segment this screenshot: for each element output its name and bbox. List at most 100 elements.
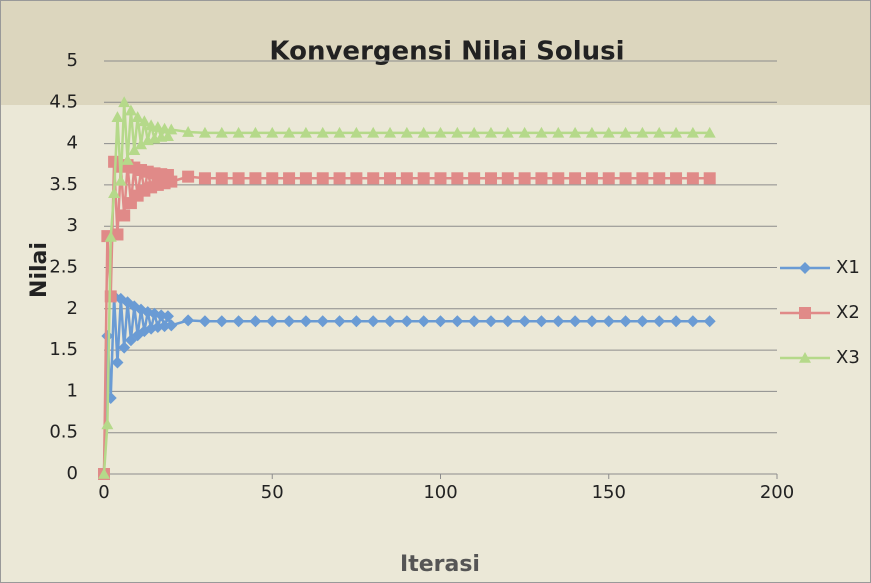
data-point: [161, 310, 174, 323]
data-point: [101, 418, 114, 430]
data-point: [111, 228, 124, 241]
data-point: [703, 126, 716, 138]
data-point: [585, 126, 598, 138]
data-point: [484, 315, 497, 328]
data-point: [518, 126, 531, 138]
data-point: [182, 170, 195, 183]
data-point: [111, 111, 124, 122]
data-point: [518, 172, 531, 185]
data-point: [198, 126, 211, 138]
legend-marker: [799, 262, 811, 274]
data-point: [636, 126, 649, 138]
data-point: [552, 172, 565, 185]
data-point: [316, 315, 329, 328]
legend-label: X2: [836, 302, 860, 323]
header-band: [0, 0, 871, 105]
data-point: [552, 315, 565, 328]
legend-marker: [799, 352, 811, 363]
data-point: [384, 126, 397, 138]
data-point: [653, 126, 666, 138]
data-point: [118, 209, 131, 222]
data-point: [434, 315, 447, 328]
data-point: [249, 172, 262, 185]
data-point: [585, 315, 598, 328]
data-point: [111, 356, 124, 369]
data-point: [686, 126, 699, 138]
data-point: [569, 315, 582, 328]
data-point: [501, 315, 514, 328]
data-point: [619, 126, 632, 138]
data-point: [451, 172, 464, 185]
y-tick-label: 5: [67, 50, 78, 71]
data-point: [151, 121, 164, 132]
x-tick-label: 0: [98, 482, 109, 503]
data-point: [198, 315, 211, 328]
data-point: [585, 172, 598, 185]
data-point: [104, 230, 117, 242]
data-point: [484, 126, 497, 138]
data-point: [518, 315, 531, 328]
data-point: [350, 172, 363, 185]
data-point: [215, 172, 228, 185]
data-point: [686, 315, 699, 328]
data-point: [333, 315, 346, 328]
y-tick-label: 3.5: [49, 174, 78, 195]
data-point: [501, 126, 514, 138]
data-point: [198, 172, 211, 185]
data-point: [468, 315, 481, 328]
data-point: [619, 315, 632, 328]
data-point: [535, 315, 548, 328]
data-point: [670, 126, 683, 138]
data-point: [121, 154, 134, 165]
data-point: [417, 315, 430, 328]
data-point: [602, 172, 615, 185]
data-point: [118, 96, 131, 108]
chart-title: Konvergensi Nilai Solusi: [269, 37, 624, 67]
data-point: [165, 175, 178, 188]
x-tick-label: 200: [760, 482, 794, 503]
y-tick-label: 0: [67, 463, 78, 484]
data-point: [266, 172, 279, 185]
data-point: [451, 315, 464, 328]
data-point: [182, 314, 195, 327]
y-tick-label: 4: [67, 133, 78, 154]
data-point: [135, 138, 148, 150]
data-point: [165, 123, 178, 135]
data-point: [283, 172, 296, 185]
data-point: [299, 172, 312, 185]
data-point: [484, 172, 497, 185]
data-point: [128, 144, 141, 156]
data-point: [266, 315, 279, 328]
data-point: [249, 126, 262, 138]
data-point: [232, 315, 245, 328]
data-point: [98, 468, 110, 479]
data-point: [299, 315, 312, 328]
legend-marker: [799, 307, 811, 319]
y-axis-label: Nilai: [27, 242, 52, 298]
data-point: [468, 126, 481, 138]
data-point: [686, 172, 699, 185]
data-point: [400, 126, 413, 138]
data-point: [367, 172, 380, 185]
data-point: [114, 174, 127, 186]
data-point: [333, 172, 346, 185]
y-tick-label: 0.5: [49, 422, 78, 443]
data-point: [316, 126, 329, 138]
data-point: [108, 187, 121, 198]
data-point: [569, 126, 582, 138]
data-point: [535, 172, 548, 185]
data-point: [400, 172, 413, 185]
data-point: [138, 115, 151, 127]
data-point: [367, 126, 380, 138]
data-point: [145, 119, 158, 131]
data-point: [283, 315, 296, 328]
y-tick-label: 1: [67, 380, 78, 401]
data-point: [619, 172, 632, 185]
data-point: [434, 172, 447, 185]
data-point: [569, 172, 582, 185]
data-point: [552, 126, 565, 138]
data-point: [400, 315, 413, 328]
data-point: [602, 126, 615, 138]
data-point: [215, 126, 228, 138]
data-point: [232, 172, 245, 185]
